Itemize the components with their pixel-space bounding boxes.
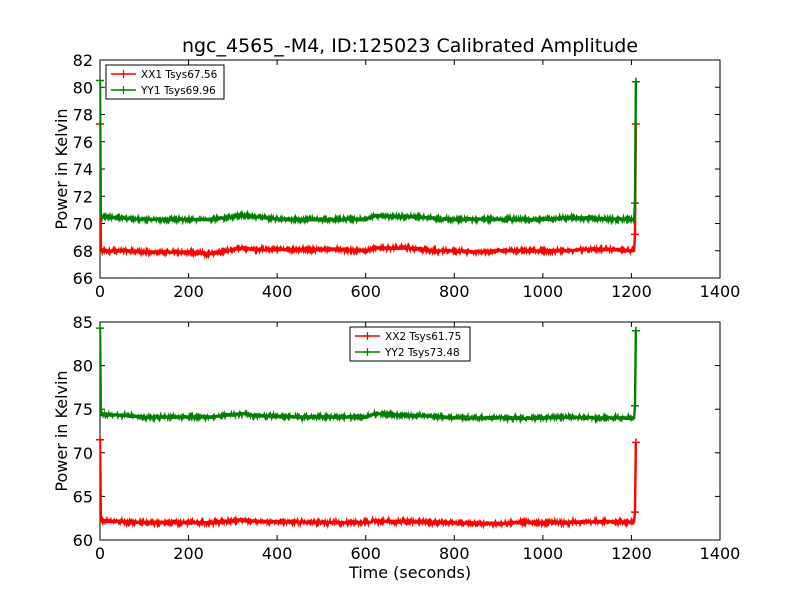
x-tick-label: 600 bbox=[350, 544, 381, 563]
y-tick-label: 85 bbox=[73, 313, 93, 332]
y-tick-label: 76 bbox=[73, 133, 93, 152]
legend-marker bbox=[119, 86, 128, 94]
x-tick-label: 800 bbox=[439, 544, 470, 563]
data-point-marker bbox=[96, 435, 104, 444]
data-point-marker bbox=[96, 76, 104, 85]
bottom-chart: Power in Kelvin Time (seconds) 0 200 400 60… bbox=[52, 313, 740, 582]
x-tick-label: 400 bbox=[262, 544, 293, 563]
legend-box bbox=[349, 326, 471, 362]
legend-marker bbox=[363, 348, 372, 356]
legend-label: YY2 Tsys73.48 bbox=[384, 347, 460, 359]
x-tick-label: 1400 bbox=[700, 544, 741, 563]
legend: XX1 Tsys67.56 YY1 Tsys69.96 bbox=[105, 64, 225, 100]
x-tick-label: 1200 bbox=[611, 282, 652, 301]
y-tick-label: 60 bbox=[73, 531, 93, 550]
series-line bbox=[100, 439, 638, 530]
data-point-marker bbox=[630, 508, 639, 517]
y-tick-label: 65 bbox=[73, 487, 93, 506]
x-axis-label: Time (seconds) bbox=[348, 563, 471, 582]
y-tick-label: 70 bbox=[73, 444, 93, 463]
y-tick-label: 74 bbox=[73, 160, 93, 179]
series-yy2 bbox=[96, 324, 640, 425]
data-point-marker bbox=[630, 401, 639, 410]
legend-marker bbox=[119, 70, 128, 78]
data-point-marker bbox=[631, 326, 640, 335]
series-yy1 bbox=[96, 76, 640, 226]
x-tick-label: 600 bbox=[350, 282, 381, 301]
x-tick-label: 1000 bbox=[522, 544, 563, 563]
data-point-marker bbox=[631, 77, 640, 86]
series-line bbox=[100, 80, 638, 226]
y-tick-label: 80 bbox=[73, 357, 93, 376]
x-tick-label: 400 bbox=[262, 282, 293, 301]
y-tick-label: 78 bbox=[73, 106, 93, 125]
legend-label: YY1 Tsys69.96 bbox=[140, 85, 216, 97]
y-tick-label: 68 bbox=[73, 242, 93, 261]
x-tick-label: 1400 bbox=[700, 282, 741, 301]
data-point-marker bbox=[630, 199, 639, 208]
x-tick-label: 1200 bbox=[611, 544, 652, 563]
x-tick-label: 800 bbox=[439, 282, 470, 301]
y-tick-label: 82 bbox=[73, 51, 93, 70]
y-tick-label: 80 bbox=[73, 78, 93, 97]
x-tick-label: 200 bbox=[173, 282, 204, 301]
data-point-marker bbox=[630, 230, 639, 239]
y-tick-label: 75 bbox=[73, 400, 93, 419]
top-chart: ngc_4565_-M4, ID:125023 Calibrated Ampli… bbox=[52, 35, 740, 301]
series-xx2 bbox=[96, 435, 640, 530]
data-point-marker bbox=[631, 438, 640, 447]
y-tick-label: 66 bbox=[73, 269, 93, 288]
x-tick-label: 200 bbox=[173, 544, 204, 563]
y-axis-label: Power in Kelvin bbox=[52, 370, 71, 491]
data-point-marker bbox=[96, 324, 104, 333]
x-tick-label: 0 bbox=[95, 544, 105, 563]
legend-label: XX1 Tsys67.56 bbox=[141, 69, 218, 81]
y-tick-label: 72 bbox=[73, 187, 93, 206]
y-tick-label: 70 bbox=[73, 215, 93, 234]
series-line bbox=[100, 124, 638, 260]
legend-label: XX2 Tsys61.75 bbox=[385, 331, 461, 343]
legend: XX2 Tsys61.75 YY2 Tsys73.48 bbox=[349, 326, 471, 362]
x-tick-label: 1000 bbox=[522, 282, 563, 301]
plot-area: 0 200 400 600 800 1000 1200 1400 60 65 70 75 80 85 bbox=[73, 313, 741, 563]
y-axis-label: Power in Kelvin bbox=[52, 108, 71, 229]
series-line bbox=[100, 328, 638, 425]
chart-title: ngc_4565_-M4, ID:125023 Calibrated Ampli… bbox=[182, 35, 638, 57]
legend-box bbox=[105, 64, 225, 100]
legend-marker bbox=[363, 332, 372, 340]
x-tick-label: 0 bbox=[95, 282, 105, 301]
